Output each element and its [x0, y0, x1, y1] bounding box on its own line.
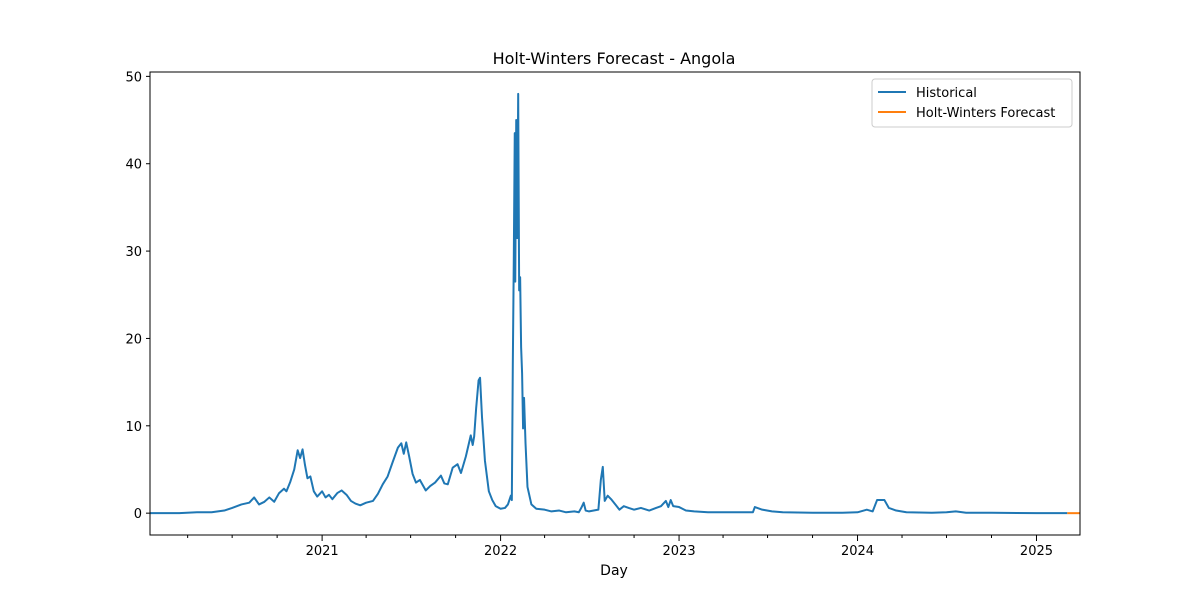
- legend-box: [871, 78, 1073, 128]
- legend-label-0: Historical: [916, 86, 977, 101]
- y-tick-label: 40: [125, 158, 142, 173]
- axes: 0 10 20 30 40 50 2021 2022 2023 2024 2025: [125, 70, 1081, 559]
- x-tick-label: 2023: [663, 544, 696, 559]
- x-tick-label: 2022: [484, 544, 517, 559]
- y-tick-label: 30: [125, 245, 142, 260]
- axes-frame: [149, 71, 1081, 536]
- plot-area: [150, 92, 1080, 515]
- y-tick-label: 10: [125, 420, 142, 435]
- x-axis-label: Day: [600, 563, 628, 579]
- legend: Historical Holt-Winters Forecast: [871, 78, 1073, 128]
- chart-title: Holt-Winters Forecast - Angola: [493, 49, 736, 68]
- y-tick-label: 0: [134, 507, 142, 522]
- y-tick-label: 20: [125, 332, 142, 347]
- x-tick-label: 2025: [1020, 544, 1053, 559]
- x-tick-label: 2021: [306, 544, 339, 559]
- y-tick-label: 50: [125, 70, 142, 85]
- series-line-0: [150, 92, 1068, 515]
- x-tick-label: 2024: [841, 544, 874, 559]
- legend-label-1: Holt-Winters Forecast: [916, 106, 1055, 121]
